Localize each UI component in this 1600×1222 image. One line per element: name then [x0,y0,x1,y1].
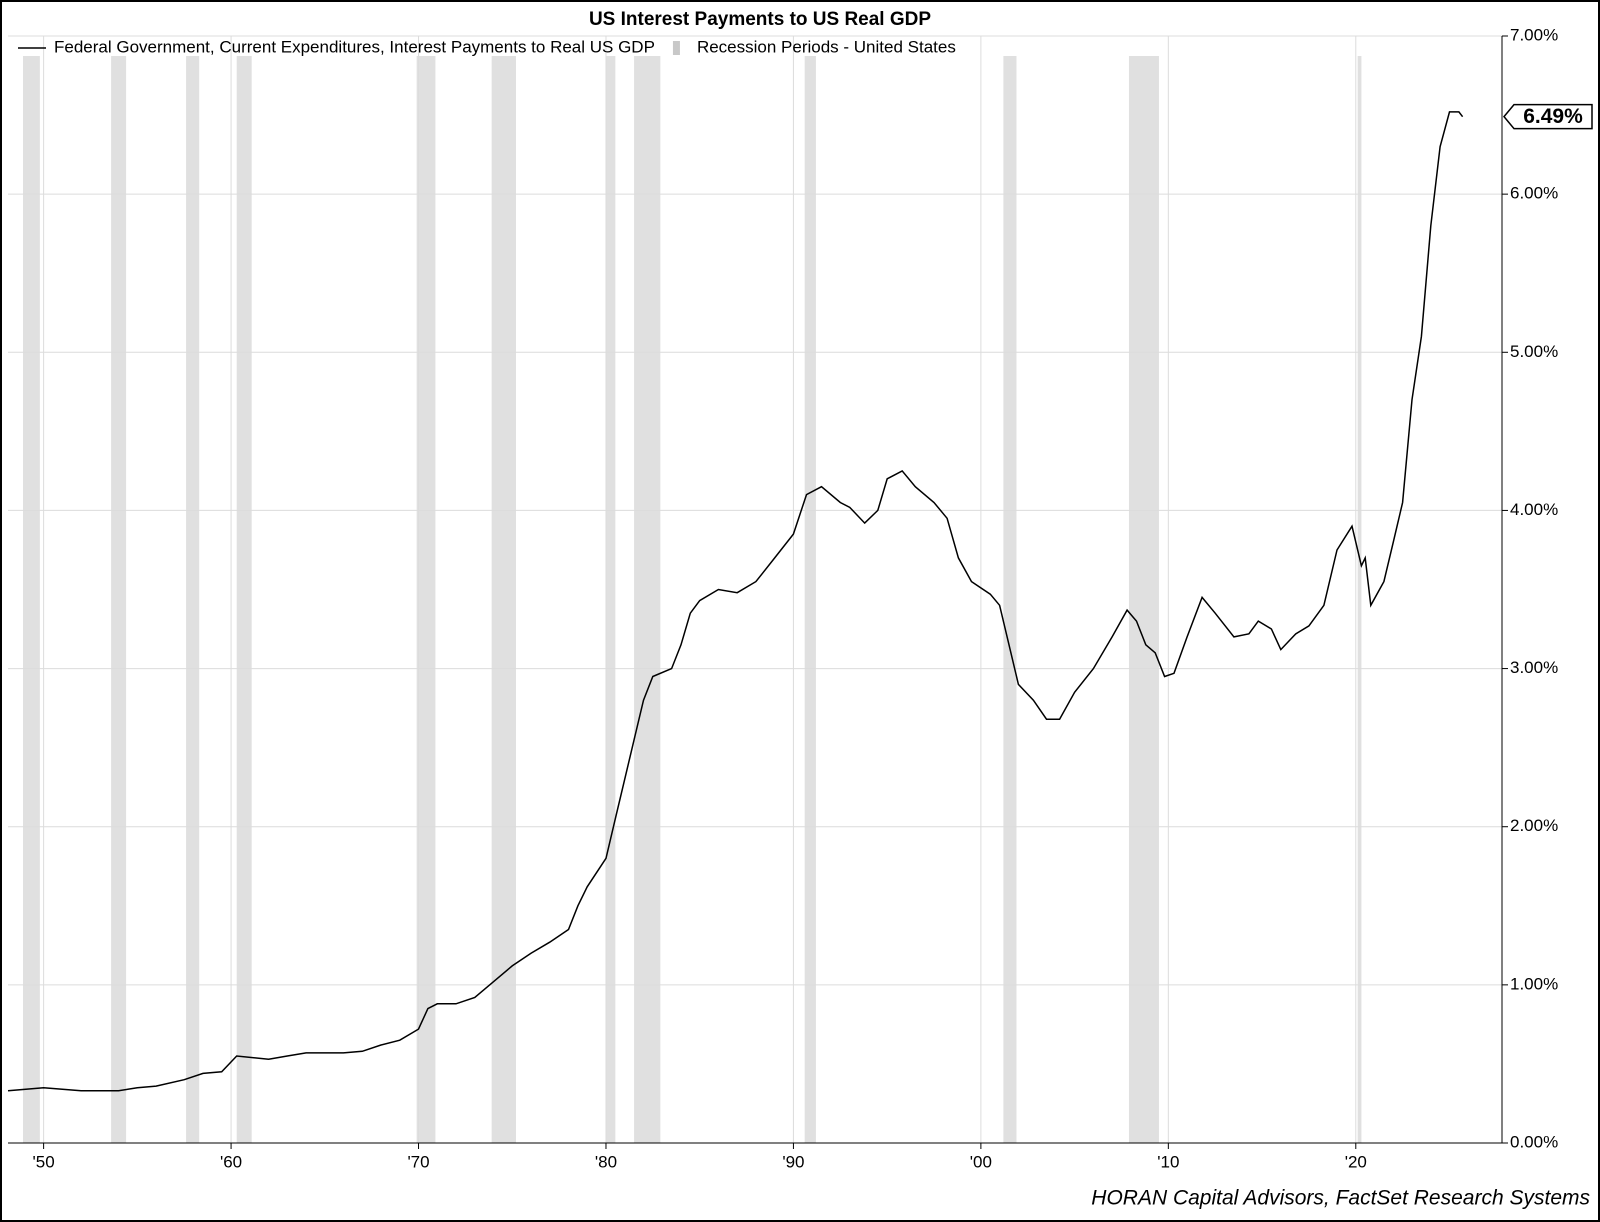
recession-band [186,56,200,1143]
y-tick-label: 1.00% [1510,974,1558,993]
y-tick-label: 6.00% [1510,184,1558,203]
y-tick-label: 3.00% [1510,658,1558,677]
x-tick-label: '50 [33,1152,55,1171]
chart-title: US Interest Payments to US Real GDP [589,9,931,30]
recession-band [491,56,516,1143]
recession-band [1003,56,1017,1143]
x-tick-label: '10 [1157,1152,1179,1171]
recession-band [1357,56,1362,1143]
y-tick-label: 7.00% [1510,25,1558,44]
y-tick-label: 2.00% [1510,816,1558,835]
y-tick-label: 5.00% [1510,342,1558,361]
recession-band [111,56,127,1143]
value-label: 6.49% [1523,105,1583,128]
legend-swatch [672,41,680,55]
y-tick-label: 4.00% [1510,500,1558,519]
line-series [7,111,1464,1092]
x-tick-label: '70 [407,1152,429,1171]
value-label-box [1503,103,1593,130]
x-tick-label: '90 [782,1152,804,1171]
recession-band [416,56,436,1143]
recession-band [804,56,816,1143]
legend-label: Recession Periods - United States [697,37,956,56]
recession-band [1128,56,1159,1143]
recession-band [634,56,661,1143]
source: HORAN Capital Advisors, FactSet Research… [1091,1187,1590,1210]
recession-band [605,56,616,1143]
recession-band [22,56,40,1143]
x-tick-label: '60 [220,1152,242,1171]
y-tick-label: 0.00% [1510,1132,1558,1151]
legend-label: Federal Government, Current Expenditures… [54,37,655,56]
recession-band [236,56,252,1143]
x-tick-label: '80 [595,1152,617,1171]
x-tick-label: '20 [1345,1152,1367,1171]
x-tick-label: '00 [970,1152,992,1171]
